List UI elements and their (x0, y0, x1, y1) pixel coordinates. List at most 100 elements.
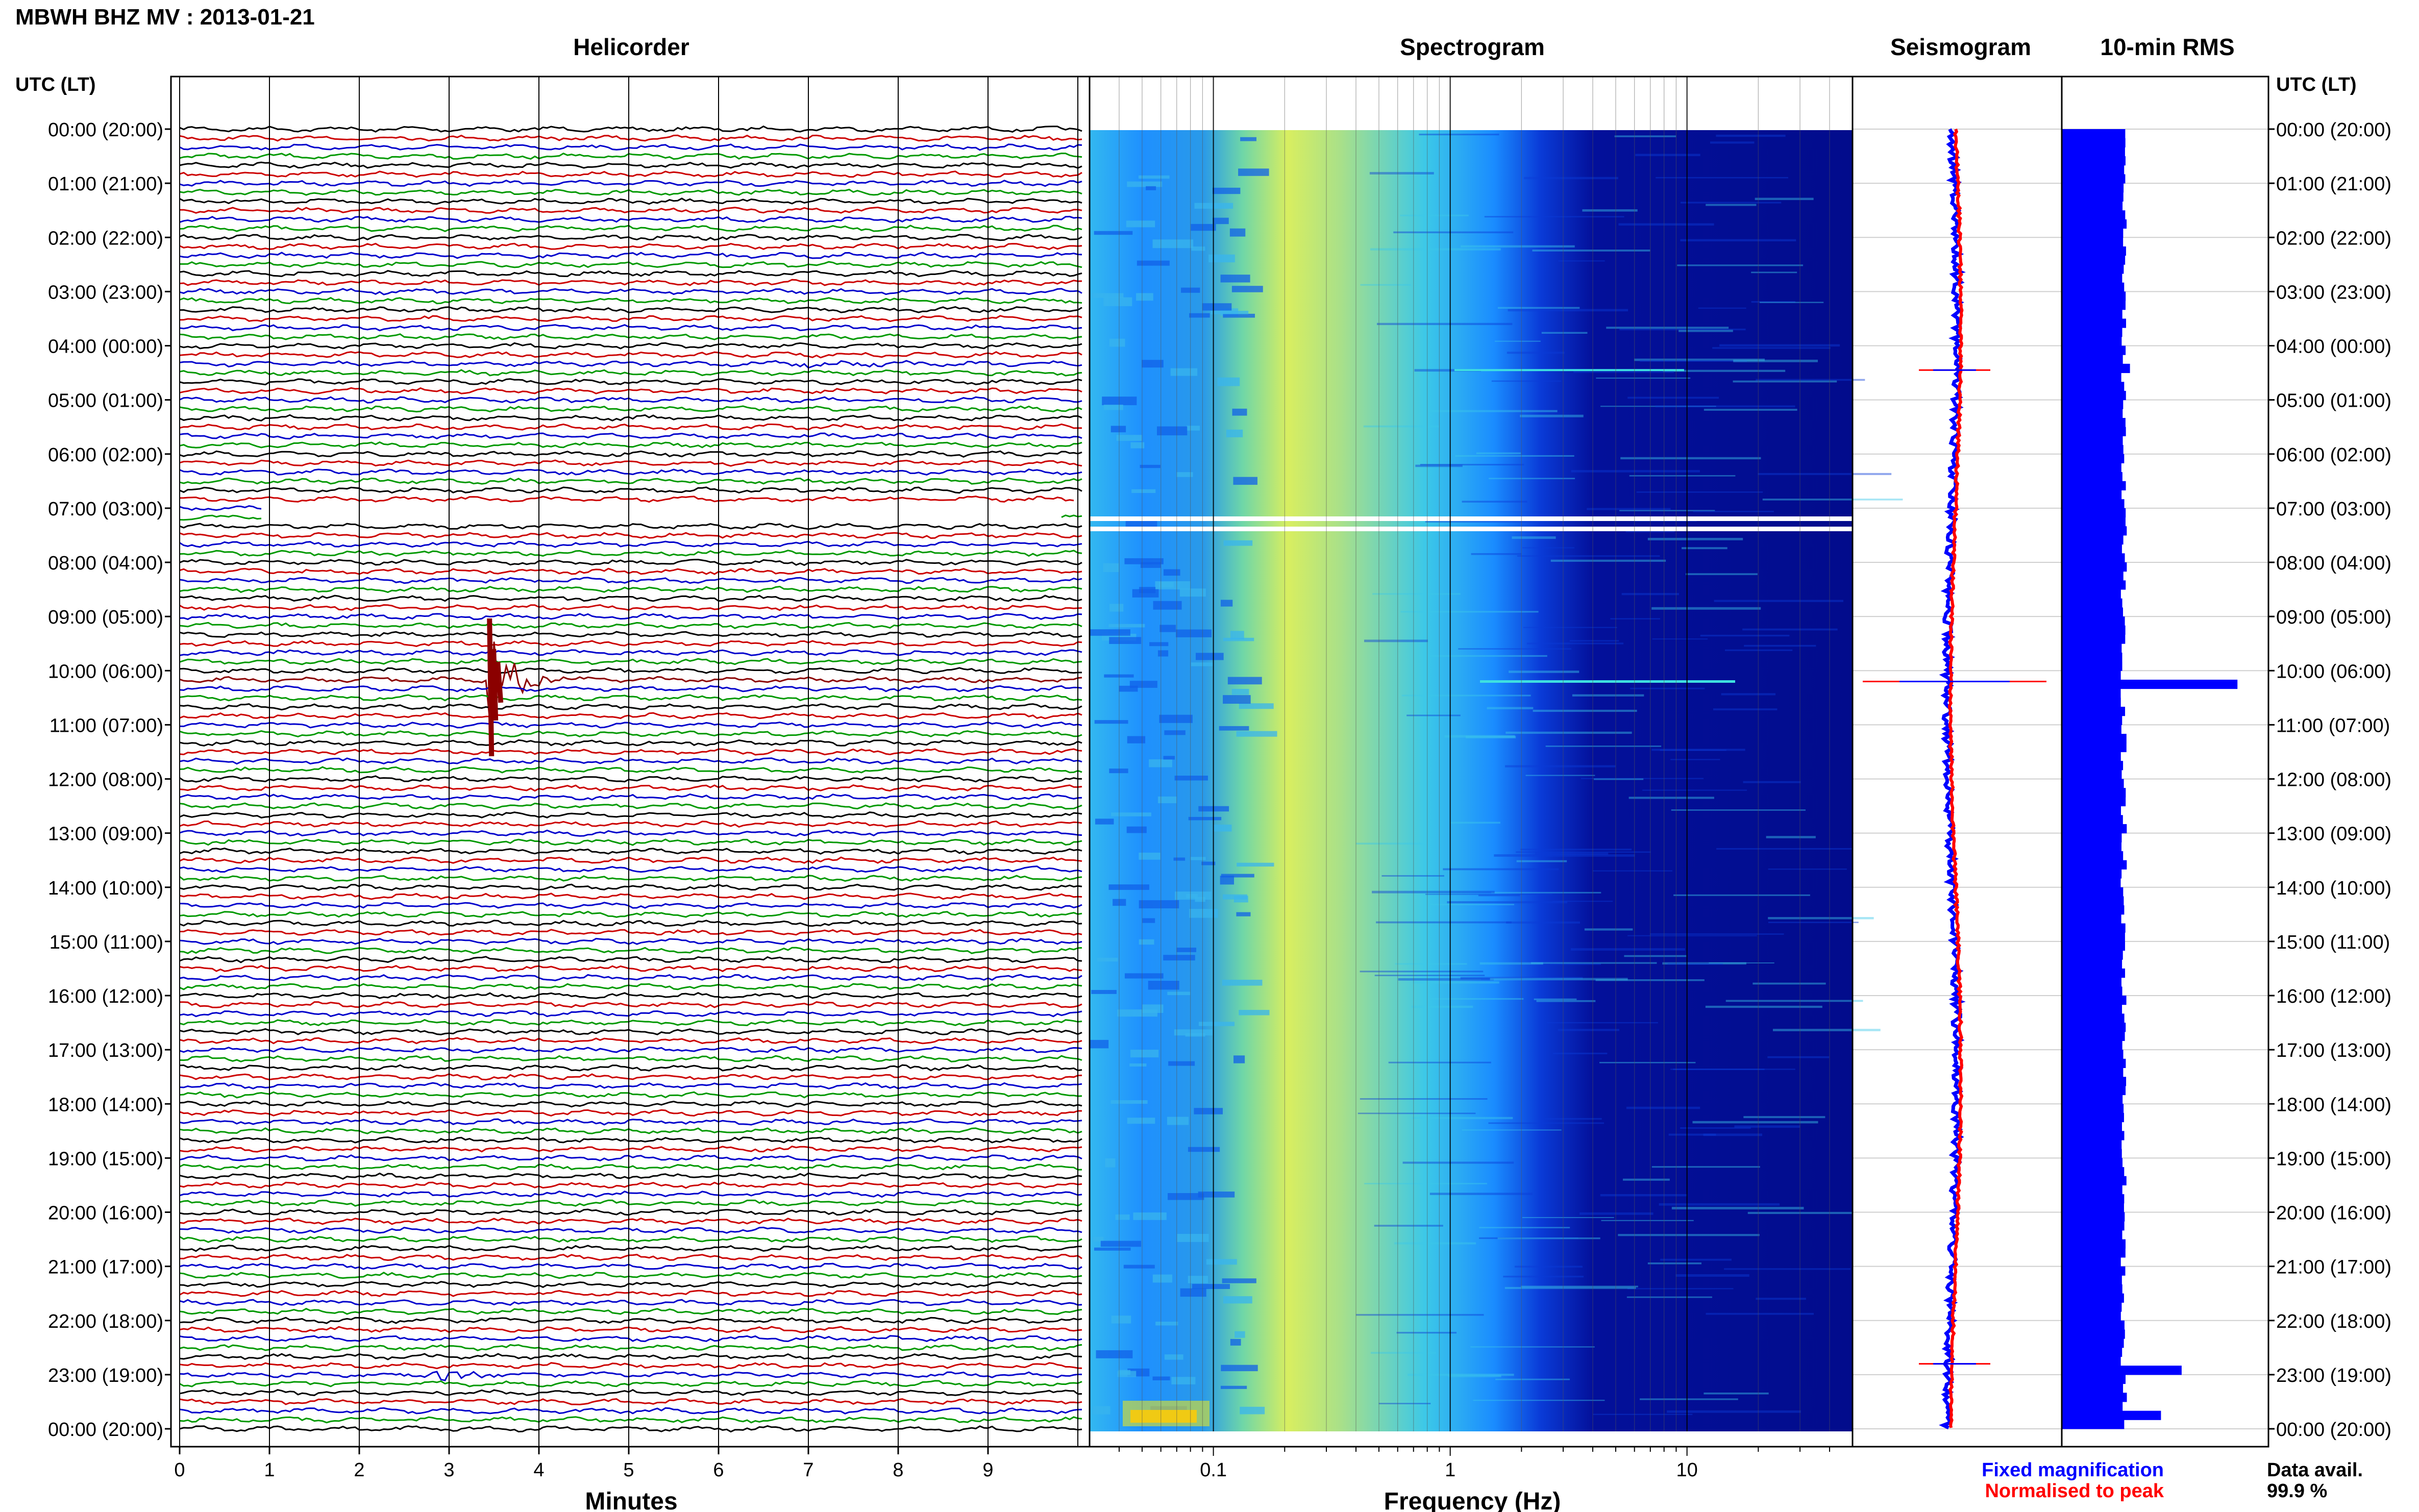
rms-title: 10-min RMS (2100, 34, 2234, 60)
spectrogram-cell (1130, 442, 1145, 449)
spectrogram-cell (1167, 992, 1191, 996)
spectrogram-cell (1516, 860, 1567, 862)
spectrogram-cell (1374, 1225, 1443, 1227)
spectrogram-cell (1420, 464, 1524, 466)
spectrogram-cell (1115, 1214, 1130, 1220)
helicorder-trace (179, 441, 1082, 449)
spectrogram-cell (1230, 1339, 1241, 1346)
spectrogram-cell (1504, 1286, 1636, 1289)
rms-bar (2062, 1004, 2122, 1014)
helicorder-trace (179, 1272, 1082, 1279)
spectrogram-cell (1536, 1000, 1596, 1002)
rms-bar (2062, 1320, 2125, 1330)
time-label-left: 22:00 (18:00) (48, 1311, 163, 1332)
helicorder-trace (180, 206, 1082, 214)
spectrogram-cell (1372, 890, 1495, 894)
spectrogram-cell (1170, 368, 1198, 376)
spectrogram-cell (1443, 868, 1559, 871)
spectrogram-cell (1650, 933, 1784, 935)
helicorder-trace (179, 639, 1082, 648)
spectrogram-cell (1535, 852, 1609, 855)
spectrogram-cell (1236, 912, 1251, 916)
rms-bar (2062, 996, 2127, 1005)
spectrogram-cell (1647, 1262, 1702, 1265)
helicorder-trace (179, 1317, 1082, 1324)
spectrogram-cell (1226, 429, 1243, 437)
spectrogram-cell (1626, 1296, 1712, 1298)
helicorder-trace (179, 875, 1082, 882)
helicorder-trace (179, 1416, 1082, 1424)
helicorder-trace (179, 1371, 1082, 1381)
spectrogram-cell (1124, 973, 1164, 979)
spectrogram-cell (1447, 901, 1568, 904)
time-axis-right: 00:00 (20:00) 01:00 (21:00) 02:00 (22:00) 0… (2268, 119, 2391, 1441)
rms-bar (2062, 797, 2126, 807)
time-label-right: 18:00 (14:00) (2276, 1094, 2391, 1116)
spectrogram-texture (1090, 133, 1903, 1426)
helicorder-trace (179, 279, 1082, 286)
spectrogram-cell (1425, 894, 1552, 895)
rms-bar (2062, 174, 2126, 184)
spectrogram-cell (1094, 720, 1128, 724)
spectrogram-cell (1140, 464, 1161, 468)
spectrogram-cell (1223, 695, 1251, 704)
spectrogram-cell (1478, 895, 1520, 897)
helicorder-trace (179, 1398, 1082, 1405)
rms-bar (2062, 977, 2121, 987)
spectrogram-cell (1520, 414, 1584, 417)
helicorder-trace (179, 1425, 1082, 1433)
rms-bar (2062, 1140, 2122, 1150)
helicorder-trace (179, 378, 1082, 386)
spectrogram-cell (1744, 645, 1816, 647)
rms-bar (2062, 1293, 2124, 1303)
spectrogram-cell (1725, 1000, 1863, 1002)
spectrogram-cell (1593, 870, 1673, 872)
helicorder-x-tick-label: 9 (982, 1459, 993, 1481)
rms-bar (2062, 400, 2124, 409)
helicorder-trace (179, 234, 1082, 241)
time-label-left: 10:00 (06:00) (48, 661, 163, 682)
spectrogram-cell (1229, 228, 1246, 237)
helicorder-trace (179, 1055, 1082, 1062)
rms-bar (2062, 1248, 2126, 1258)
time-label-right: 22:00 (18:00) (2276, 1311, 2391, 1332)
spectrogram-cell (1233, 896, 1248, 903)
rms-bar (2062, 1356, 2121, 1366)
spectrogram-cell (1473, 1400, 1605, 1401)
spectrogram-cell (1094, 231, 1133, 235)
spectrogram-cell (1211, 311, 1249, 314)
rms-bar (2062, 1077, 2127, 1086)
spectrogram-cell (1213, 217, 1229, 225)
rms-bar (2062, 688, 2121, 698)
rms-bar (2062, 679, 2238, 689)
helicorder-trace (179, 757, 1082, 765)
spectrogram-cell (1239, 1010, 1270, 1015)
spectrogram-cell (1640, 360, 1747, 362)
spectrogram-cell (1544, 1118, 1602, 1120)
spectrogram-cell (1188, 816, 1222, 821)
helicorder-trace (179, 1010, 1082, 1018)
spectrogram-grid (1119, 77, 1830, 1431)
helicorder-trace (179, 622, 1082, 629)
spectrogram-cell (1762, 499, 1903, 501)
rms-bar (2062, 382, 2125, 391)
helicorder-trace (179, 712, 1082, 720)
spectrogram-cell (1700, 634, 1790, 637)
rms-bar (2062, 445, 2124, 455)
time-label-left: 11:00 (07:00) (50, 715, 163, 736)
rms-panel (2062, 129, 2268, 1429)
spectrogram-panel (1090, 77, 1903, 1431)
spectrogram-cell (1378, 1403, 1431, 1404)
spectrogram-cell (1408, 1373, 1514, 1376)
rms-bar (2062, 671, 2121, 680)
spectrogram-cell (1600, 406, 1716, 407)
helicorder-trace (179, 215, 1082, 223)
rms-bar (2062, 1410, 2161, 1420)
spectrogram-cell (1622, 1178, 1670, 1181)
helicorder-trace (179, 477, 1082, 485)
spectrogram-cell (1238, 168, 1269, 176)
spectrogram-cell (1148, 981, 1179, 990)
spectrogram-cell (1103, 297, 1132, 306)
rms-bar (2062, 291, 2126, 301)
rms-bar (2062, 1284, 2122, 1294)
